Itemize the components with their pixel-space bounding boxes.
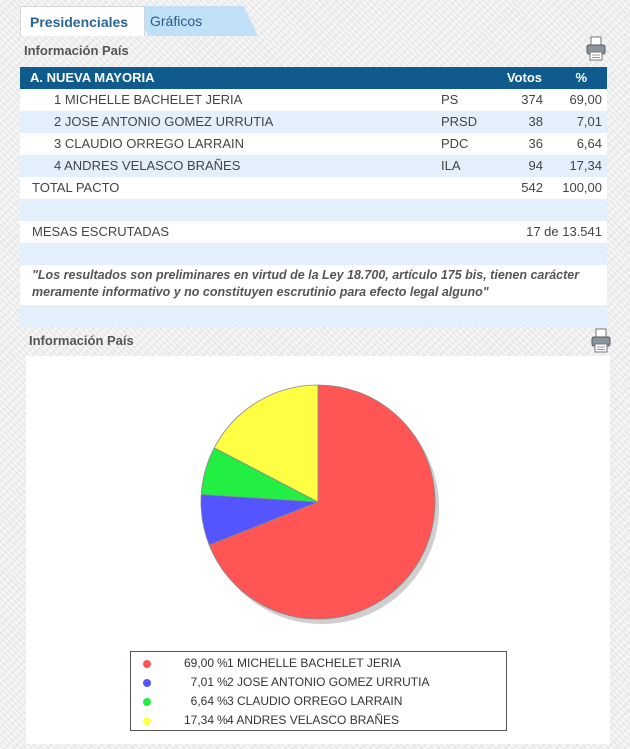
legend-label: 3 CLAUDIO ORREGO LARRAIN xyxy=(227,694,403,708)
pct-header: % xyxy=(575,70,587,85)
legend-unit: % xyxy=(217,713,228,727)
legend-value: 6,64 xyxy=(190,694,214,708)
total-label: TOTAL PACTO xyxy=(32,180,120,195)
candidate-party: PS xyxy=(441,92,459,107)
pact-name: A. NUEVA MAYORIA xyxy=(30,70,155,85)
legend-swatch xyxy=(143,679,151,687)
legend-unit: % xyxy=(217,656,228,670)
section-title: Información País xyxy=(24,43,129,58)
legend-item: 69,00 % 1 MICHELLE BACHELET JERIA xyxy=(131,654,506,673)
candidate-name: 1 MICHELLE BACHELET JERIA xyxy=(54,92,243,107)
legend-value: 17,34 xyxy=(183,713,214,727)
tab-bar: Gráficos Presidenciales xyxy=(20,6,260,36)
candidate-votes: 38 xyxy=(528,114,543,129)
candidate-party: PRSD xyxy=(441,114,478,129)
candidate-votes: 36 xyxy=(528,136,543,151)
legend-value: 7,01 xyxy=(190,675,214,689)
legend-label: 1 MICHELLE BACHELET JERIA xyxy=(227,656,401,670)
total-votes: 542 xyxy=(521,180,543,195)
legend-label: 4 ANDRES VELASCO BRAÑES xyxy=(227,713,400,727)
tab-graficos[interactable]: Gráficos xyxy=(138,6,258,36)
results-table: A. NUEVA MAYORIA Votos % 1 MICHELLE BACH… xyxy=(20,67,607,327)
chart-section-title: Información País xyxy=(29,333,134,348)
candidate-pct: 69,00 xyxy=(569,92,602,107)
table-header: A. NUEVA MAYORIA Votos % xyxy=(20,67,607,89)
legend-unit: % xyxy=(217,675,228,689)
candidate-votes: 94 xyxy=(528,158,543,173)
spacer-row xyxy=(20,199,607,221)
candidate-name: 2 JOSE ANTONIO GOMEZ URRUTIA xyxy=(54,114,274,129)
legend-swatch xyxy=(143,660,151,668)
printer-icon[interactable] xyxy=(591,328,611,354)
tab-presidenciales[interactable]: Presidenciales xyxy=(20,6,145,36)
spacer-row xyxy=(20,305,607,327)
candidate-votes: 374 xyxy=(521,92,543,107)
candidate-pct: 7,01 xyxy=(576,114,602,129)
chart-legend: 69,00 % 1 MICHELLE BACHELET JERIA 7,01 %… xyxy=(130,651,507,731)
legend-swatch xyxy=(143,717,151,725)
candidate-name: 3 CLAUDIO ORREGO LARRAIN xyxy=(54,136,244,151)
mesas-label: MESAS ESCRUTADAS xyxy=(32,224,170,239)
table-row: 3 CLAUDIO ORREGO LARRAIN PDC 36 6,64 xyxy=(20,133,607,155)
candidate-pct: 6,64 xyxy=(576,136,602,151)
mesas-value: 17 de 13.541 xyxy=(526,224,602,239)
table-row: 2 JOSE ANTONIO GOMEZ URRUTIA PRSD 38 7,0… xyxy=(20,111,607,133)
candidate-pct: 17,34 xyxy=(569,158,602,173)
legend-label: 2 JOSE ANTONIO GOMEZ URRUTIA xyxy=(227,675,430,689)
legend-swatch xyxy=(143,698,151,706)
legend-unit: % xyxy=(217,694,228,708)
legend-item: 17,34 % 4 ANDRES VELASCO BRAÑES xyxy=(131,711,506,730)
total-pct: 100,00 xyxy=(562,180,602,195)
total-row: TOTAL PACTO 542 100,00 xyxy=(20,177,607,199)
disclaimer-note: "Los resultados son preliminares en virt… xyxy=(20,265,607,305)
legend-item: 6,64 % 3 CLAUDIO ORREGO LARRAIN xyxy=(131,692,506,711)
spacer-row xyxy=(20,243,607,265)
candidate-name: 4 ANDRES VELASCO BRAÑES xyxy=(54,158,241,173)
candidate-party: ILA xyxy=(441,158,461,173)
votes-header: Votos xyxy=(506,70,542,85)
printer-icon[interactable] xyxy=(586,36,606,62)
pie-chart xyxy=(200,384,439,624)
table-row: 4 ANDRES VELASCO BRAÑES ILA 94 17,34 xyxy=(20,155,607,177)
table-row: 1 MICHELLE BACHELET JERIA PS 374 69,00 xyxy=(20,89,607,111)
legend-item: 7,01 % 2 JOSE ANTONIO GOMEZ URRUTIA xyxy=(131,673,506,692)
legend-value: 69,00 xyxy=(183,656,214,670)
mesas-row: MESAS ESCRUTADAS 17 de 13.541 xyxy=(20,221,607,243)
candidate-party: PDC xyxy=(441,136,469,151)
pie-slice xyxy=(213,384,319,503)
pie-slice xyxy=(208,384,436,620)
